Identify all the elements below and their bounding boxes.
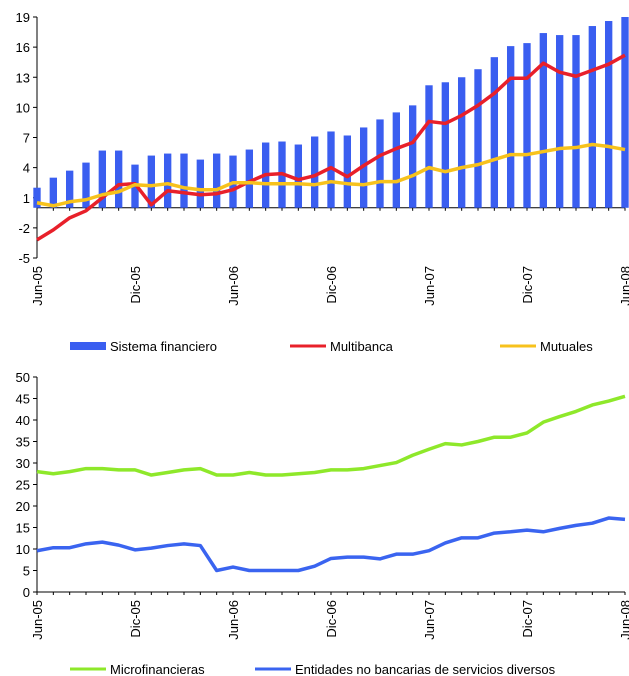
bar [114, 150, 123, 208]
bar [245, 149, 254, 208]
bar [376, 119, 384, 208]
line [36, 394, 626, 477]
bar [82, 162, 90, 208]
x-tick-label: Jun-08 [618, 600, 629, 640]
x-tick-label: Jun-08 [618, 266, 629, 306]
bar [65, 170, 74, 208]
bar [441, 82, 450, 208]
y-tick-label: 1 [23, 191, 30, 206]
y-tick-label: 50 [16, 370, 30, 385]
y-tick-label: -2 [18, 221, 30, 236]
bar [196, 159, 205, 208]
x-tick-label: Dic-06 [324, 600, 339, 638]
bar [523, 43, 531, 208]
bar [425, 85, 433, 208]
bar [147, 155, 156, 208]
bar [506, 46, 515, 208]
y-tick-label: 16 [16, 40, 30, 55]
bar [343, 135, 352, 208]
y-tick-label: 5 [23, 564, 30, 579]
y-tick-label: 4 [23, 161, 30, 176]
x-tick-label: Dic-07 [520, 600, 535, 638]
bar [327, 131, 335, 208]
x-tick-label: Dic-05 [128, 266, 143, 304]
x-tick-label: Jun-06 [226, 266, 241, 306]
y-tick-label: 10 [16, 542, 30, 557]
y-tick-label: 13 [16, 70, 30, 85]
legend-label: Mutuales [540, 339, 593, 354]
x-tick-label: Dic-07 [520, 266, 535, 304]
line [36, 516, 626, 573]
bar [555, 35, 564, 208]
y-tick-label: 0 [23, 585, 30, 600]
line [36, 142, 626, 208]
x-tick-label: Jun-05 [30, 600, 45, 640]
x-tick-label: Jun-05 [30, 266, 45, 306]
bar [310, 136, 319, 208]
bar [474, 69, 482, 208]
x-tick-label: Jun-07 [422, 600, 437, 640]
bar [180, 153, 188, 208]
y-tick-label: 19 [16, 10, 30, 25]
x-tick-label: Jun-06 [226, 600, 241, 640]
x-tick-label: Jun-07 [422, 266, 437, 306]
bar [294, 144, 303, 208]
bar [604, 21, 613, 208]
bar [212, 153, 221, 208]
bar [98, 150, 107, 208]
y-tick-label: 20 [16, 499, 30, 514]
x-tick-label: Dic-05 [128, 600, 143, 638]
y-tick-label: 30 [16, 456, 30, 471]
bar [588, 26, 597, 208]
bar [49, 177, 58, 208]
y-tick-label: -5 [18, 251, 30, 266]
bar [408, 105, 417, 208]
y-tick-label: 45 [16, 392, 30, 407]
legend-label: Entidades no bancarias de servicios dive… [295, 662, 556, 676]
legend-label: Sistema financiero [110, 339, 217, 354]
legend-label: Multibanca [330, 339, 394, 354]
bar [33, 187, 41, 208]
y-tick-label: 10 [16, 100, 30, 115]
bar [457, 77, 466, 208]
bar [163, 153, 172, 208]
y-tick-label: 7 [23, 131, 30, 146]
legend-label: Microfinancieras [110, 662, 205, 676]
bar [572, 35, 580, 208]
y-tick-label: 35 [16, 435, 30, 450]
bar [621, 17, 629, 208]
bar [539, 33, 548, 208]
bar [392, 112, 401, 208]
y-tick-label: 15 [16, 521, 30, 536]
x-tick-label: Dic-06 [324, 266, 339, 304]
bar [490, 57, 499, 208]
legend-swatch [70, 342, 106, 350]
y-tick-label: 40 [16, 413, 30, 428]
y-tick-label: 25 [16, 478, 30, 493]
